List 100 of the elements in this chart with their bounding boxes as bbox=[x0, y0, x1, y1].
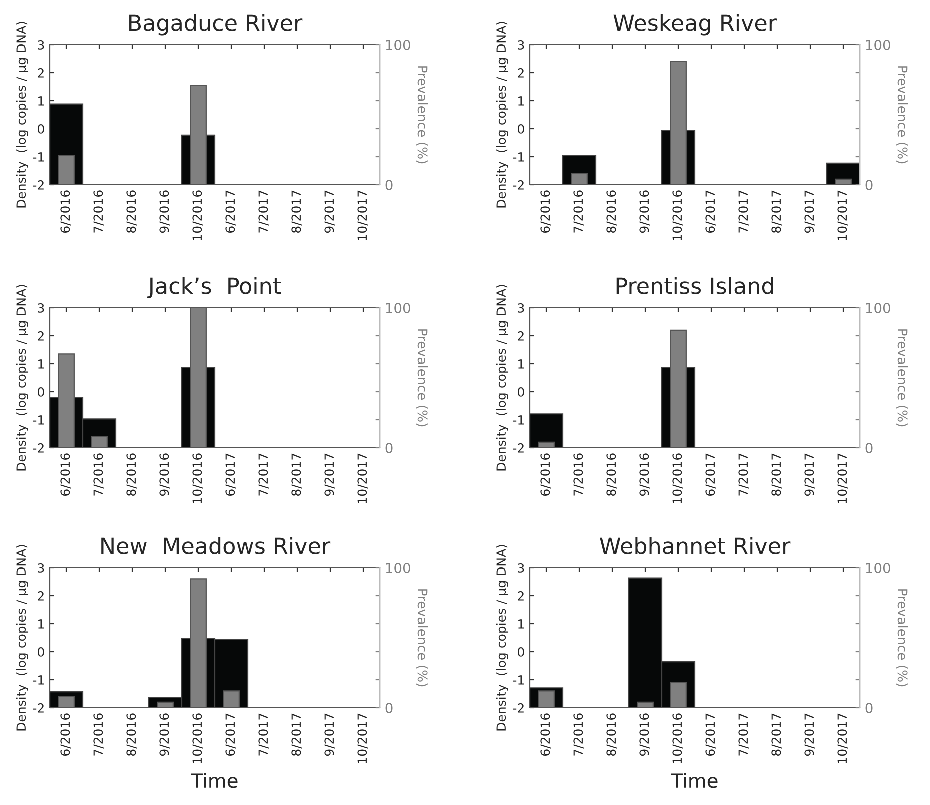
chart-title: Jack’s Point bbox=[147, 277, 282, 299]
chart-title: Webhannet River bbox=[600, 537, 791, 554]
y-tick-label: -1 bbox=[513, 416, 524, 425]
y-tick-label: 2 bbox=[38, 591, 44, 601]
x-tick-label: 9/2016 bbox=[640, 454, 650, 496]
y2-tick-label: 0 bbox=[386, 180, 393, 190]
x-tick-label: 8/2016 bbox=[606, 190, 618, 233]
y-axis-title: Density (log copies / µg DNA) bbox=[16, 22, 29, 208]
y-tick-label: 3 bbox=[38, 303, 44, 313]
x-tick-label: 10/2017 bbox=[838, 454, 848, 504]
y-axis-title: Density (log copies / µg DNA) bbox=[16, 545, 29, 731]
x-tick-label: 8/2016 bbox=[606, 714, 618, 756]
y-tick-label: 1 bbox=[38, 360, 44, 369]
x-tick-label: 6/2017 bbox=[226, 190, 236, 233]
x-tick-label: 10/2016 bbox=[192, 454, 204, 504]
x-tick-label: 10/2016 bbox=[672, 190, 684, 240]
y-tick-label: -2 bbox=[33, 703, 44, 713]
x-tick-label: 8/2017 bbox=[292, 714, 302, 756]
y2-axis-title: Prevalence (%) bbox=[416, 590, 428, 687]
y-tick-label: 0 bbox=[38, 124, 44, 134]
y-tick-label: 0 bbox=[518, 647, 524, 657]
x-tick-label: 6/2017 bbox=[226, 714, 236, 756]
x-tick-label: 7/2016 bbox=[574, 714, 584, 756]
x-tick-label: 6/2017 bbox=[226, 454, 236, 496]
x-tick-label: 6/2016 bbox=[540, 714, 552, 756]
x-tick-label: 6/2017 bbox=[706, 714, 716, 756]
x-tick-label: 8/2017 bbox=[772, 454, 782, 496]
chart-title: New Meadows River bbox=[102, 537, 331, 554]
y-tick-label: 1 bbox=[518, 620, 524, 629]
x-tick-label: 9/2016 bbox=[640, 190, 650, 234]
chart-title: Bagaduce River bbox=[130, 14, 303, 36]
y-tick-label: 1 bbox=[38, 96, 44, 106]
x-tick-label: 10/2016 bbox=[192, 714, 204, 764]
y2-tick-label: 0 bbox=[866, 702, 873, 714]
x-tick-label: 7/2016 bbox=[94, 190, 104, 233]
y2-tick-label: 0 bbox=[866, 442, 873, 454]
y-tick-label: 0 bbox=[518, 387, 524, 397]
x-tick-label: 6/2017 bbox=[706, 454, 716, 496]
y2-axis-title: Prevalence (%) bbox=[896, 66, 908, 164]
x-tick-label: 6/2016 bbox=[540, 454, 552, 496]
y-tick-label: 2 bbox=[518, 331, 524, 341]
y-tick-label: -2 bbox=[33, 180, 44, 190]
x-tick-label: 10/2017 bbox=[358, 714, 368, 764]
y2-axis-title: Prevalence (%) bbox=[416, 66, 428, 164]
y-tick-label: -2 bbox=[513, 180, 524, 190]
y2-tick-label: 100 bbox=[866, 562, 890, 574]
x-tick-label: 8/2016 bbox=[126, 190, 138, 233]
y-tick-label: 1 bbox=[518, 360, 524, 369]
y-tick-label: -1 bbox=[513, 152, 524, 162]
y-tick-label: 0 bbox=[38, 647, 44, 657]
x-tick-label: 8/2017 bbox=[292, 190, 302, 233]
y-tick-label: 0 bbox=[518, 124, 524, 134]
y-tick-label: -2 bbox=[513, 443, 524, 453]
x-tick-label: 9/2017 bbox=[804, 190, 816, 234]
y-tick-label: 1 bbox=[518, 96, 524, 106]
y-axis-title: Density (log copies / µg DNA) bbox=[496, 22, 509, 208]
y-tick-label: 1 bbox=[38, 620, 44, 629]
y-tick-label: 2 bbox=[518, 68, 524, 78]
y-tick-label: -2 bbox=[33, 443, 44, 453]
y-tick-label: 3 bbox=[518, 303, 524, 313]
y2-tick-label: 0 bbox=[866, 180, 873, 190]
x-tick-label: 6/2016 bbox=[540, 190, 552, 233]
y-tick-label: 3 bbox=[518, 40, 524, 50]
y2-axis-title: Prevalence (%) bbox=[416, 330, 428, 427]
y-tick-label: 2 bbox=[38, 68, 44, 78]
x-tick-label: 10/2017 bbox=[358, 190, 368, 240]
x-tick-label: 7/2017 bbox=[738, 714, 750, 756]
y2-axis-title: Prevalence (%) bbox=[896, 590, 908, 687]
x-tick-label: 7/2016 bbox=[94, 454, 104, 496]
y-tick-label: 0 bbox=[38, 387, 44, 397]
x-tick-label: 6/2016 bbox=[60, 190, 72, 233]
y2-tick-label: 0 bbox=[386, 702, 393, 714]
x-tick-label: 10/2017 bbox=[838, 714, 848, 764]
x-tick-label: 9/2017 bbox=[324, 454, 336, 496]
y2-tick-label: 100 bbox=[386, 562, 410, 574]
x-tick-label: 9/2017 bbox=[324, 190, 336, 234]
x-tick-label: 9/2017 bbox=[804, 714, 816, 756]
x-tick-label: 6/2016 bbox=[60, 454, 72, 496]
x-tick-label: 7/2016 bbox=[94, 714, 104, 756]
x-tick-label: 9/2017 bbox=[804, 454, 816, 496]
y2-tick-label: 0 bbox=[386, 442, 393, 454]
x-tick-label: 8/2016 bbox=[126, 714, 138, 756]
y2-tick-label: 100 bbox=[866, 40, 890, 50]
x-tick-label: 10/2016 bbox=[672, 714, 684, 764]
y-tick-label: 2 bbox=[518, 591, 524, 601]
x-tick-label: 6/2017 bbox=[706, 190, 716, 233]
y-tick-label: -2 bbox=[513, 703, 524, 713]
x-tick-label: 10/2017 bbox=[358, 454, 368, 504]
x-tick-label: 9/2017 bbox=[324, 714, 336, 756]
x-tick-label: 8/2016 bbox=[126, 454, 138, 496]
x-tick-label: 6/2016 bbox=[60, 714, 72, 756]
x-tick-label: 10/2017 bbox=[838, 190, 848, 240]
x-tick-label: 8/2016 bbox=[606, 454, 618, 496]
chart-title: Weskeag River bbox=[614, 14, 778, 36]
x-tick-label: 10/2016 bbox=[672, 454, 684, 504]
x-axis-title: Time bbox=[671, 773, 718, 788]
x-tick-label: 8/2017 bbox=[292, 454, 302, 496]
x-tick-label: 7/2016 bbox=[574, 190, 584, 233]
x-tick-label: 7/2017 bbox=[738, 190, 750, 233]
x-tick-label: 7/2017 bbox=[738, 454, 750, 496]
